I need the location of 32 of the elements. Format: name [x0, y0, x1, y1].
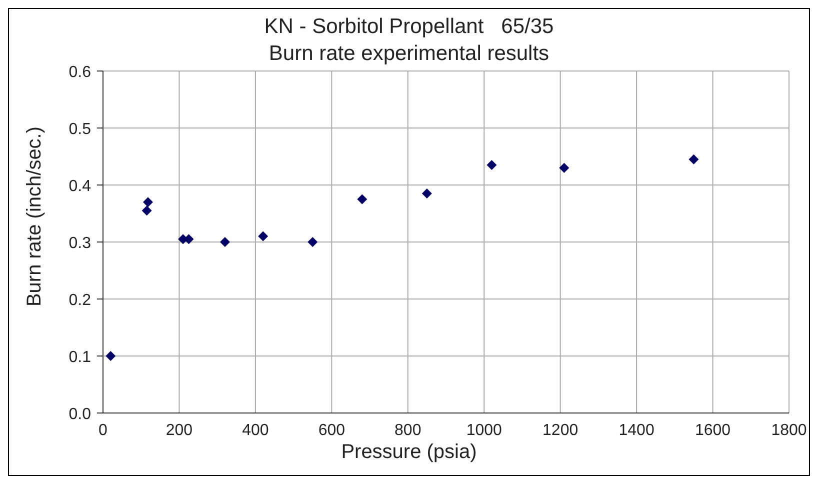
point [142, 197, 153, 208]
y-tick-label: 0.4 [68, 178, 92, 195]
y-tick-label: 0.2 [68, 292, 92, 309]
point [559, 162, 570, 173]
point [258, 231, 268, 242]
x-tick-label: 0 [98, 422, 108, 439]
y-tick-label: 0.0 [68, 406, 92, 423]
point [142, 206, 152, 216]
y-tick-label: 0.5 [68, 121, 92, 138]
x-tick-label: 1000 [466, 422, 502, 439]
y-tick-label: 0.3 [68, 235, 92, 252]
point [688, 154, 699, 164]
chart-subtitle: Burn rate experimental results [268, 42, 550, 65]
point [486, 160, 497, 170]
y-axis-title: Burn rate (inch/sec.) [24, 126, 46, 306]
point [422, 188, 432, 199]
x-tick-label: 800 [394, 422, 422, 439]
chart-title: KN - Sorbitol Propellant 65/35 [263, 14, 555, 40]
x-tick-label: 600 [318, 422, 346, 439]
y-tick-label: 0.6 [68, 64, 92, 81]
x-tick-label: 1200 [542, 422, 578, 439]
point [106, 351, 116, 361]
point [357, 194, 368, 204]
x-tick-label: 200 [166, 422, 193, 439]
x-axis-title: Pressure (psia) [340, 441, 478, 464]
x-tick-label: 1800 [771, 422, 807, 439]
x-tick-label: 400 [242, 422, 269, 439]
point [220, 237, 230, 247]
point [308, 237, 318, 247]
y-tick-label: 0.1 [68, 349, 92, 366]
x-tick-label: 1400 [618, 422, 654, 439]
x-tick-label: 1600 [694, 422, 731, 439]
